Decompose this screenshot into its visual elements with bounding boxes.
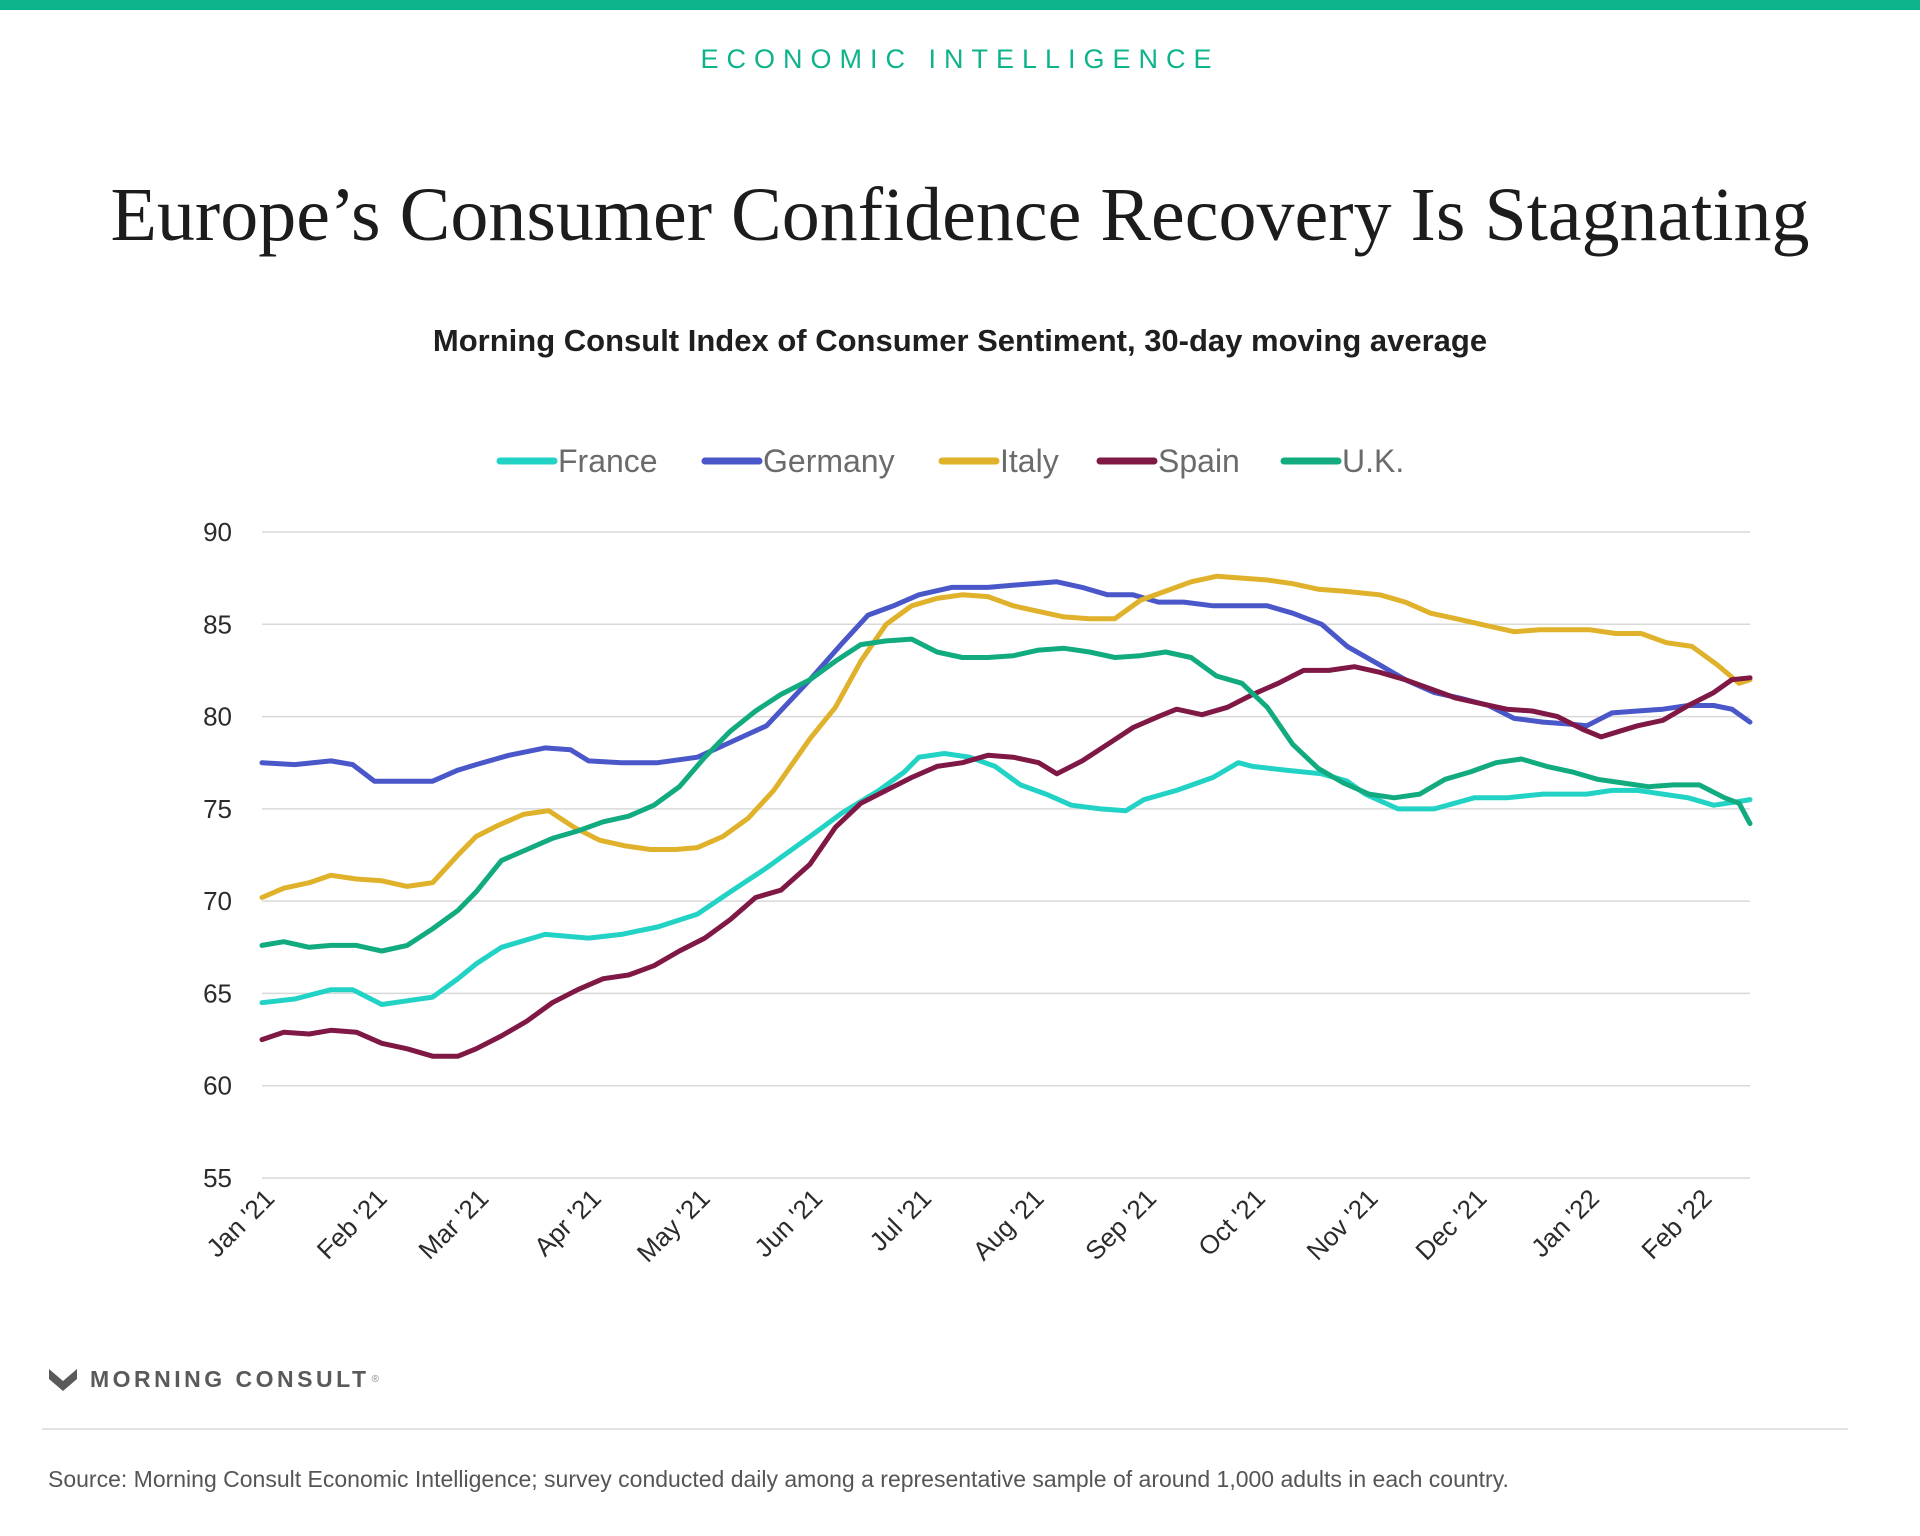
legend-item-uk: U.K. (1284, 443, 1404, 479)
x-tick-3: Apr '21 (528, 1183, 607, 1262)
y-tick-label-90: 90 (203, 517, 232, 547)
x-tick-label: Jun '21 (748, 1183, 828, 1263)
legend-label: Spain (1158, 443, 1240, 479)
footer-divider (42, 1428, 1848, 1430)
y-tick-label-55: 55 (203, 1163, 232, 1193)
brand-logo: MORNING CONSULT ® (48, 1364, 379, 1394)
x-tick-label: Feb '22 (1635, 1183, 1717, 1265)
y-tick-label-60: 60 (203, 1071, 232, 1101)
source-note: Source: Morning Consult Economic Intelli… (48, 1466, 1509, 1493)
legend-label: France (558, 443, 658, 479)
legend-label: Germany (763, 443, 895, 479)
top-accent-bar (0, 0, 1920, 10)
x-tick-9: Oct '21 (1192, 1183, 1271, 1262)
series-line-spain (262, 667, 1750, 1056)
legend-label: U.K. (1342, 443, 1404, 479)
section-kicker: ECONOMIC INTELLIGENCE (0, 44, 1920, 75)
chart-legend: France Germany Italy Spain U.K. (500, 443, 1404, 479)
x-tick-label: Oct '21 (1192, 1183, 1271, 1262)
x-tick-7: Aug '21 (967, 1183, 1050, 1266)
x-tick-13: Feb '22 (1635, 1183, 1717, 1265)
line-chart: France Germany Italy Spain U.K. 55 60 65 70 75 80… (0, 420, 1920, 1300)
x-tick-label: Sep '21 (1079, 1183, 1162, 1266)
x-tick-2: Mar '21 (412, 1183, 494, 1265)
x-tick-11: Dec '21 (1409, 1183, 1492, 1266)
legend-item-germany: Germany (705, 443, 895, 479)
legend-item-italy: Italy (942, 443, 1059, 479)
x-tick-5: Jun '21 (748, 1183, 828, 1263)
trademark-mark: ® (372, 1374, 379, 1385)
x-tick-label: Aug '21 (967, 1183, 1050, 1266)
morning-consult-chevron-icon (48, 1366, 78, 1392)
chart-series (262, 576, 1750, 1056)
x-tick-label: Nov '21 (1301, 1183, 1384, 1266)
x-tick-label: Jan '21 (200, 1183, 280, 1263)
x-tick-label: Dec '21 (1409, 1183, 1492, 1266)
x-tick-8: Sep '21 (1079, 1183, 1162, 1266)
y-tick-label-80: 80 (203, 702, 232, 732)
y-tick-label-70: 70 (203, 886, 232, 916)
x-tick-1: Feb '21 (311, 1183, 393, 1265)
y-tick-label-75: 75 (203, 794, 232, 824)
legend-item-spain: Spain (1100, 443, 1240, 479)
x-axis-ticks: Jan '21 Feb '21 Mar '21 Apr '21 May '21 Jun '… (200, 1183, 1717, 1268)
legend-label: Italy (1000, 443, 1059, 479)
chart-subtitle: Morning Consult Index of Consumer Sentim… (0, 323, 1920, 359)
brand-name: MORNING CONSULT (90, 1366, 370, 1393)
x-tick-label: Mar '21 (412, 1183, 494, 1265)
x-tick-4: May '21 (631, 1183, 716, 1268)
x-tick-6: Jul '21 (863, 1183, 937, 1257)
x-tick-label: Jul '21 (863, 1183, 937, 1257)
page-title: Europe’s Consumer Confidence Recovery Is… (0, 172, 1920, 259)
legend-item-france: France (500, 443, 658, 479)
series-line-germany (262, 582, 1750, 781)
x-tick-label: Feb '21 (311, 1183, 393, 1265)
x-tick-12: Jan '22 (1525, 1183, 1605, 1263)
x-tick-label: May '21 (631, 1183, 716, 1268)
x-tick-label: Apr '21 (528, 1183, 607, 1262)
x-tick-label: Jan '22 (1525, 1183, 1605, 1263)
y-axis-ticks: 55 60 65 70 75 80 85 90 (203, 517, 232, 1193)
x-tick-0: Jan '21 (200, 1183, 280, 1263)
y-tick-label-65: 65 (203, 978, 232, 1008)
y-tick-label-85: 85 (203, 609, 232, 639)
x-tick-10: Nov '21 (1301, 1183, 1384, 1266)
